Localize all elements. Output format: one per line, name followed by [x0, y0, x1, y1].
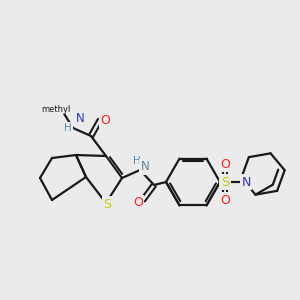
Text: S: S — [221, 176, 229, 188]
Text: N: N — [241, 176, 251, 188]
Text: O: O — [220, 158, 230, 170]
Text: O: O — [100, 113, 110, 127]
Text: H: H — [64, 123, 72, 133]
Text: S: S — [103, 197, 111, 211]
Text: O: O — [133, 196, 143, 209]
Text: N: N — [141, 160, 149, 173]
Text: H: H — [133, 156, 141, 166]
Text: O: O — [220, 194, 230, 206]
Text: methyl: methyl — [41, 104, 71, 113]
Text: N: N — [76, 112, 84, 125]
